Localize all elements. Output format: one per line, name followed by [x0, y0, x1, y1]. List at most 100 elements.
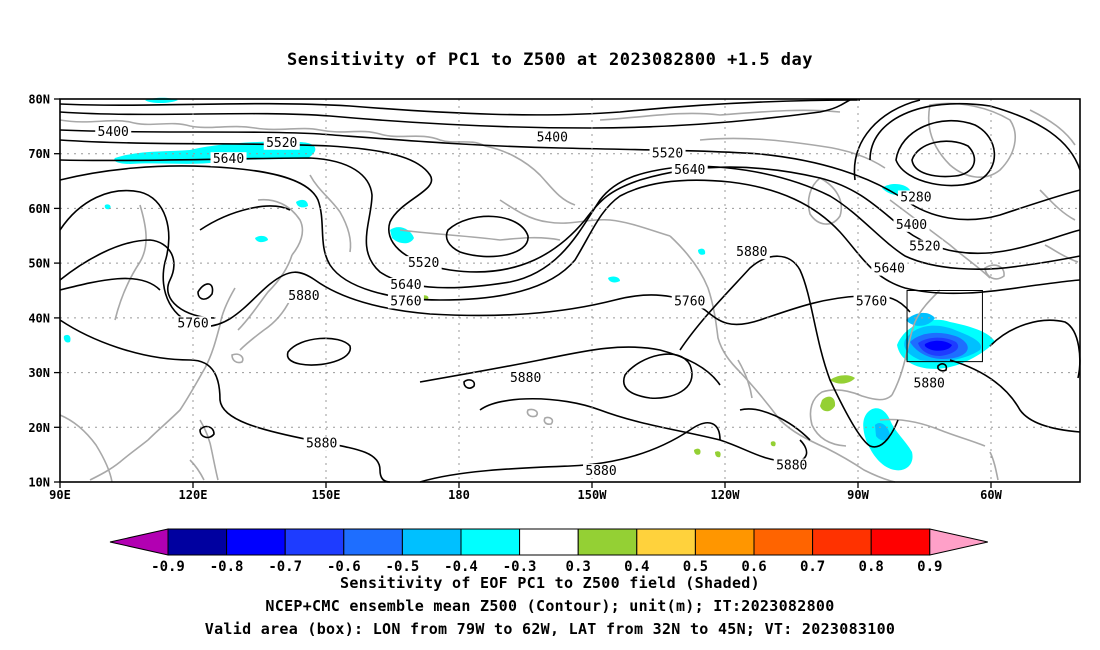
contour-label-bg — [387, 294, 424, 309]
colorbar-swatch — [167, 528, 228, 556]
lat-label: 50N — [28, 257, 50, 271]
contour-label: 5880 — [914, 377, 945, 392]
lon-label: 90E — [49, 488, 71, 502]
contour-label-bg — [583, 464, 620, 479]
colorbar-swatch — [343, 528, 403, 556]
lon-label: 120W — [711, 488, 741, 502]
lat-lon-grid — [60, 99, 1080, 482]
contour-label-bg — [893, 217, 930, 232]
lat-label: 40N — [28, 311, 50, 325]
z500-contours — [59, 99, 1081, 483]
lat-label: 80N — [28, 93, 50, 107]
lon-label: 150W — [578, 488, 608, 502]
contour-label-bg — [175, 316, 212, 331]
contour-label-bg — [773, 458, 810, 473]
map-title: Sensitivity of PC1 to Z500 at 2023082800… — [286, 50, 813, 70]
colorbar-swatch — [460, 528, 521, 556]
contour-label: 5520 — [266, 136, 297, 151]
colorbar-swatch — [870, 528, 931, 556]
colorbar-swatch — [519, 528, 579, 556]
colorbar-label: -0.7 — [268, 559, 302, 575]
axis-ticks — [54, 98, 992, 488]
contour-label-bg — [671, 294, 708, 309]
map-frame — [59, 98, 1081, 483]
colorbar-label: -0.8 — [210, 559, 244, 575]
lon-label: 180 — [448, 488, 470, 502]
contour-label: 5640 — [674, 163, 705, 178]
contour-label-bg — [263, 135, 300, 150]
contour-label: 5400 — [537, 130, 568, 145]
contour-label: 5520 — [652, 147, 683, 162]
contour-label: 5520 — [909, 240, 940, 255]
colorbar-max-triangle — [929, 528, 988, 556]
contour-label: 5760 — [856, 294, 887, 309]
contour-label-bg — [534, 130, 571, 145]
lon-label: 150E — [312, 488, 341, 502]
colorbar-label: 0.5 — [683, 559, 708, 575]
caption-line-1: Sensitivity of EOF PC1 to Z500 field (Sh… — [340, 574, 760, 592]
colorbar-swatch — [753, 528, 814, 556]
contour-label: 5400 — [896, 218, 927, 233]
contour-label-bg — [911, 376, 948, 391]
contour-label: 5760 — [390, 294, 421, 309]
contour-label: 5520 — [408, 256, 439, 271]
contour-labels: 5400552056405400552056405280540055205640… — [95, 124, 948, 479]
contour-label: 5640 — [213, 152, 244, 167]
contour-label: 5640 — [390, 278, 421, 293]
colorbar-label: 0.7 — [800, 559, 825, 575]
lat-label: 20N — [28, 421, 50, 435]
lat-label: 60N — [28, 202, 50, 216]
contour-label: 5880 — [510, 371, 541, 386]
caption-line-2: NCEP+CMC ensemble mean Z500 (Contour); u… — [265, 597, 835, 615]
colorbar: -0.9 -0.8 -0.7 -0.6 -0.5 -0.4 -0.3 0.3 0.4 0.5 0.6… — [109, 528, 988, 575]
contour-label: 5400 — [98, 125, 129, 140]
contour-label-bg — [649, 146, 686, 161]
lat-label: 30N — [28, 366, 50, 380]
colorbar-min-triangle — [109, 528, 169, 556]
colorbar-swatch — [577, 528, 638, 556]
colorbar-label: -0.6 — [327, 559, 361, 575]
contour-label-bg — [671, 163, 708, 178]
coastlines — [59, 102, 1079, 483]
lon-label: 90W — [847, 488, 869, 502]
lat-label: 10N — [28, 476, 50, 490]
contour-label: 5880 — [776, 459, 807, 474]
contour-label-bg — [285, 288, 322, 303]
contour-label-bg — [897, 190, 934, 205]
colorbar-label: 0.3 — [566, 559, 591, 575]
contour-label: 5880 — [288, 289, 319, 304]
colorbar-label: -0.9 — [151, 559, 185, 575]
contour-label-bg — [906, 239, 943, 254]
contour-label: 5280 — [900, 190, 931, 205]
contour-label-bg — [210, 152, 247, 167]
colorbar-swatch — [812, 528, 872, 556]
contour-label-bg — [871, 261, 908, 276]
colorbar-label: -0.4 — [444, 559, 478, 575]
latitude-labels: 80N 70N 60N 50N 40N 30N 20N 10N — [28, 93, 50, 490]
contour-label-bg — [303, 436, 340, 451]
contour-label: 5880 — [736, 245, 767, 260]
colorbar-swatch — [401, 528, 462, 556]
contour-label: 5880 — [306, 437, 337, 452]
colorbar-label: 0.6 — [741, 559, 766, 575]
colorbar-label: 0.4 — [624, 559, 649, 575]
contour-label-bg — [95, 124, 132, 139]
colorbar-swatch — [694, 528, 755, 556]
valid-area-box — [906, 290, 983, 363]
colorbar-swatch — [636, 528, 696, 556]
contour-label: 5760 — [674, 294, 705, 309]
contour-label: 5640 — [874, 262, 905, 277]
contour-label-bg — [733, 245, 770, 260]
colorbar-label: 0.8 — [859, 559, 884, 575]
contour-label: 5760 — [177, 316, 208, 331]
longitude-labels: 90E 120E 150E 180 150W 120W 90W 60W — [49, 488, 1002, 502]
colorbar-label: 0.9 — [917, 559, 942, 575]
colorbar-label: -0.3 — [503, 559, 537, 575]
contour-label-bg — [405, 256, 442, 271]
lon-label: 120E — [179, 488, 208, 502]
contour-label-bg — [507, 371, 544, 386]
contour-label: 5880 — [585, 464, 616, 479]
colorbar-label: -0.5 — [386, 559, 420, 575]
lat-label: 70N — [28, 147, 50, 161]
